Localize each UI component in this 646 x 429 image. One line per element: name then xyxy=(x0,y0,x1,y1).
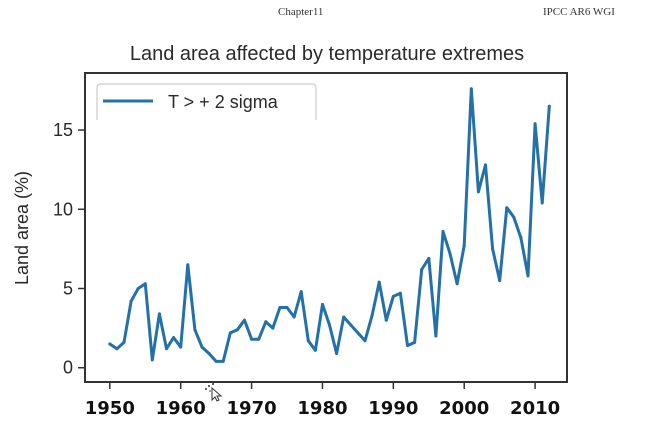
data-point-2009 xyxy=(526,274,530,278)
data-point-1994 xyxy=(420,267,424,271)
legend-box xyxy=(96,83,317,120)
x-tick-label: 1960 xyxy=(156,398,206,419)
data-point-1960 xyxy=(179,345,183,349)
data-point-2007 xyxy=(512,215,516,219)
legend: T > + 2 sigma xyxy=(96,83,317,120)
data-point-1962 xyxy=(193,328,197,332)
data-point-1988 xyxy=(377,280,381,284)
data-point-2008 xyxy=(519,236,523,240)
data-point-1966 xyxy=(221,359,225,363)
data-point-1956 xyxy=(150,358,154,362)
data-point-2012 xyxy=(547,104,551,108)
data-point-1981 xyxy=(328,323,332,327)
data-point-1954 xyxy=(136,287,140,291)
x-tick-label: 1950 xyxy=(85,398,135,419)
data-point-2003 xyxy=(483,163,487,167)
data-point-1979 xyxy=(313,348,317,352)
x-tick-label: 1970 xyxy=(227,398,277,419)
data-point-1991 xyxy=(398,291,402,295)
data-point-1982 xyxy=(335,351,339,355)
series-points xyxy=(108,87,551,363)
series-line-t-gt-2-sigma xyxy=(108,87,551,363)
data-point-1950 xyxy=(108,342,112,346)
data-point-1975 xyxy=(285,306,289,310)
data-point-1984 xyxy=(349,323,353,327)
data-point-2010 xyxy=(533,122,537,126)
page-header-report: IPCC AR6 WGI xyxy=(543,6,615,18)
data-point-1952 xyxy=(122,340,126,344)
x-tick-label: 2000 xyxy=(439,398,489,419)
y-tick-label: 10 xyxy=(53,199,73,219)
data-point-1992 xyxy=(406,344,410,348)
data-point-1973 xyxy=(271,326,275,330)
data-point-1993 xyxy=(413,340,417,344)
data-point-1968 xyxy=(235,328,239,332)
y-tick-label: 0 xyxy=(63,358,73,378)
legend-label: T > + 2 sigma xyxy=(168,92,279,112)
data-point-1967 xyxy=(228,331,232,335)
data-point-1978 xyxy=(306,339,310,343)
data-point-1974 xyxy=(278,306,282,310)
data-point-2006 xyxy=(505,206,509,210)
y-axis-ticks: 0 5 10 15 xyxy=(53,120,85,378)
data-point-1997 xyxy=(441,229,445,233)
data-point-1951 xyxy=(115,347,119,351)
data-point-1955 xyxy=(143,282,147,286)
x-tick-label: 2010 xyxy=(510,398,560,419)
data-point-1971 xyxy=(257,337,261,341)
data-point-1965 xyxy=(214,359,218,363)
y-tick-label: 5 xyxy=(63,279,73,299)
data-point-1976 xyxy=(292,315,296,319)
mouse-pointer-busy-icon xyxy=(205,383,223,402)
data-point-1999 xyxy=(455,282,459,286)
data-point-1957 xyxy=(157,312,161,316)
data-point-2002 xyxy=(476,190,480,194)
data-point-2001 xyxy=(469,87,473,91)
x-tick-label: 1990 xyxy=(368,398,418,419)
page-header-chapter: Chapter11 xyxy=(278,6,324,18)
data-point-1983 xyxy=(342,315,346,319)
data-point-1963 xyxy=(200,345,204,349)
data-point-1980 xyxy=(320,302,324,306)
x-axis-ticks: 1950 1960 1970 1980 1990 2000 2010 xyxy=(85,382,560,419)
data-point-1961 xyxy=(186,263,190,267)
data-point-1996 xyxy=(434,334,438,338)
data-point-1990 xyxy=(391,294,395,298)
data-point-1972 xyxy=(264,320,268,324)
data-point-1998 xyxy=(448,252,452,256)
data-point-2005 xyxy=(498,279,502,283)
chart-title: Land area affected by temperature extrem… xyxy=(130,43,524,65)
data-point-2000 xyxy=(462,244,466,248)
data-point-1958 xyxy=(165,347,169,351)
data-point-1985 xyxy=(356,331,360,335)
data-point-1970 xyxy=(250,337,254,341)
data-point-1964 xyxy=(207,351,211,355)
data-point-2011 xyxy=(540,201,544,205)
x-tick-label: 1980 xyxy=(297,398,347,419)
data-point-1953 xyxy=(129,299,133,303)
y-axis-label: Land area (%) xyxy=(12,171,32,285)
data-point-2004 xyxy=(491,247,495,251)
data-point-1987 xyxy=(370,313,374,317)
data-point-1995 xyxy=(427,256,431,260)
data-point-1959 xyxy=(172,336,176,340)
data-point-1986 xyxy=(363,339,367,343)
y-tick-label: 15 xyxy=(53,120,73,140)
plot-frame xyxy=(84,72,568,383)
data-point-1969 xyxy=(242,318,246,322)
data-point-1989 xyxy=(384,318,388,322)
data-point-1977 xyxy=(299,290,303,294)
